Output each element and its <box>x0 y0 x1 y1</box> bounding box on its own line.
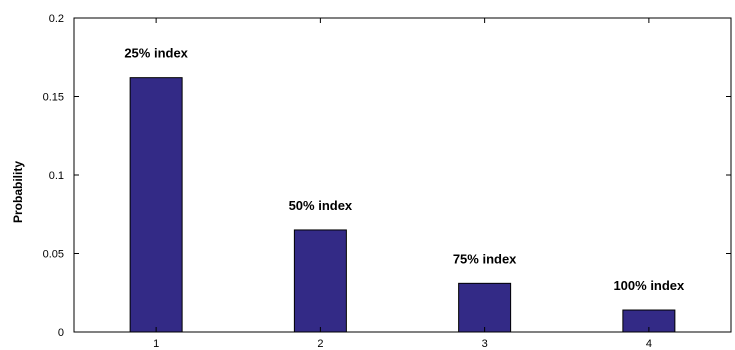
axis-ticks <box>74 17 731 333</box>
x-tick-label: 4 <box>646 338 652 350</box>
y-tick-label: 0.1 <box>49 170 64 182</box>
bar-annotation: 75% index <box>453 251 517 266</box>
bar-2 <box>293 229 347 333</box>
bar-annotation: 50% index <box>289 198 353 213</box>
bar-annotation: 25% index <box>124 46 188 61</box>
bar-annotation: 100% index <box>613 278 685 293</box>
tick-labels: 0 0.05 0.1 0.15 0.2 1 2 3 4 <box>43 13 652 350</box>
bar-annotations: 25% index 50% index 75% index 100% index <box>124 46 685 293</box>
x-tick-label: 2 <box>317 338 323 350</box>
x-tick-label: 1 <box>153 338 159 350</box>
bar-1 <box>129 77 183 333</box>
x-tick-label: 3 <box>482 338 488 350</box>
bars <box>129 77 676 333</box>
y-tick-label: 0.2 <box>49 13 64 25</box>
bar-3 <box>458 282 512 333</box>
y-tick-label: 0.15 <box>43 92 64 104</box>
y-tick-label: 0.05 <box>43 249 64 261</box>
y-tick-label: 0 <box>58 327 64 339</box>
y-axis-title: Probability <box>11 161 25 223</box>
